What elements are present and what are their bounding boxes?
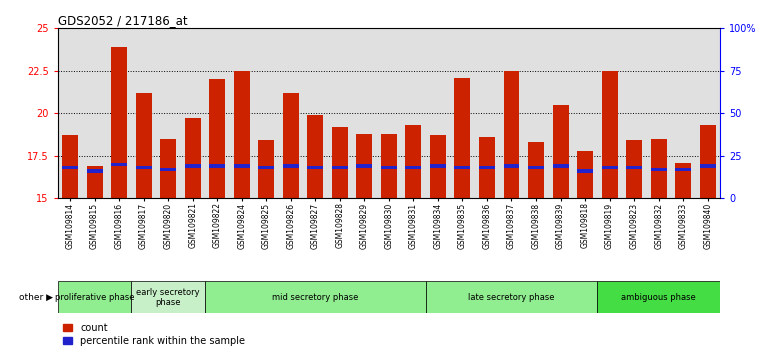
Bar — [381, 166, 397, 169]
Bar — [332, 166, 348, 169]
Bar — [111, 162, 127, 166]
Bar — [651, 168, 667, 171]
Bar — [454, 166, 470, 169]
Bar — [504, 164, 520, 168]
Text: ambiguous phase: ambiguous phase — [621, 293, 696, 302]
Bar — [283, 93, 299, 198]
Bar — [553, 105, 568, 198]
Bar — [504, 71, 520, 198]
Bar — [430, 135, 446, 198]
Bar — [234, 164, 249, 168]
Bar — [357, 164, 373, 168]
Bar — [553, 164, 568, 168]
Bar — [430, 164, 446, 168]
Bar — [136, 166, 152, 169]
Bar — [185, 164, 201, 168]
Bar — [234, 71, 249, 198]
Bar — [283, 164, 299, 168]
Bar — [454, 78, 470, 198]
Bar — [160, 139, 176, 198]
Bar — [332, 127, 348, 198]
Bar — [111, 47, 127, 198]
Bar — [426, 281, 598, 313]
Bar — [479, 166, 495, 169]
Bar — [209, 79, 225, 198]
Bar — [357, 134, 373, 198]
Bar — [136, 93, 152, 198]
Bar — [700, 164, 715, 168]
Bar — [528, 142, 544, 198]
Bar — [307, 166, 323, 169]
Bar — [700, 125, 715, 198]
Text: GDS2052 / 217186_at: GDS2052 / 217186_at — [58, 14, 187, 27]
Bar — [405, 166, 421, 169]
Text: early secretory
phase: early secretory phase — [136, 288, 200, 307]
Text: proliferative phase: proliferative phase — [55, 293, 134, 302]
Bar — [58, 281, 132, 313]
Bar — [160, 168, 176, 171]
Bar — [577, 169, 593, 173]
Bar — [258, 166, 274, 169]
Bar — [62, 166, 78, 169]
Bar — [626, 141, 642, 198]
Bar — [258, 141, 274, 198]
Text: mid secretory phase: mid secretory phase — [272, 293, 359, 302]
Bar — [651, 139, 667, 198]
Bar — [479, 137, 495, 198]
Bar — [307, 115, 323, 198]
Bar — [205, 281, 426, 313]
Bar — [405, 125, 421, 198]
Bar — [675, 168, 691, 171]
Bar — [626, 166, 642, 169]
Legend: count, percentile rank within the sample: count, percentile rank within the sample — [62, 323, 245, 346]
Bar — [675, 162, 691, 198]
Bar — [185, 118, 201, 198]
Bar — [577, 151, 593, 198]
Bar — [528, 166, 544, 169]
Bar — [86, 169, 102, 173]
Bar — [601, 71, 618, 198]
Bar — [601, 166, 618, 169]
Text: late secretory phase: late secretory phase — [468, 293, 554, 302]
Bar — [86, 166, 102, 198]
Text: other ▶: other ▶ — [19, 293, 53, 302]
Bar — [209, 164, 225, 168]
Bar — [381, 134, 397, 198]
Bar — [132, 281, 205, 313]
Bar — [598, 281, 720, 313]
Bar — [62, 135, 78, 198]
